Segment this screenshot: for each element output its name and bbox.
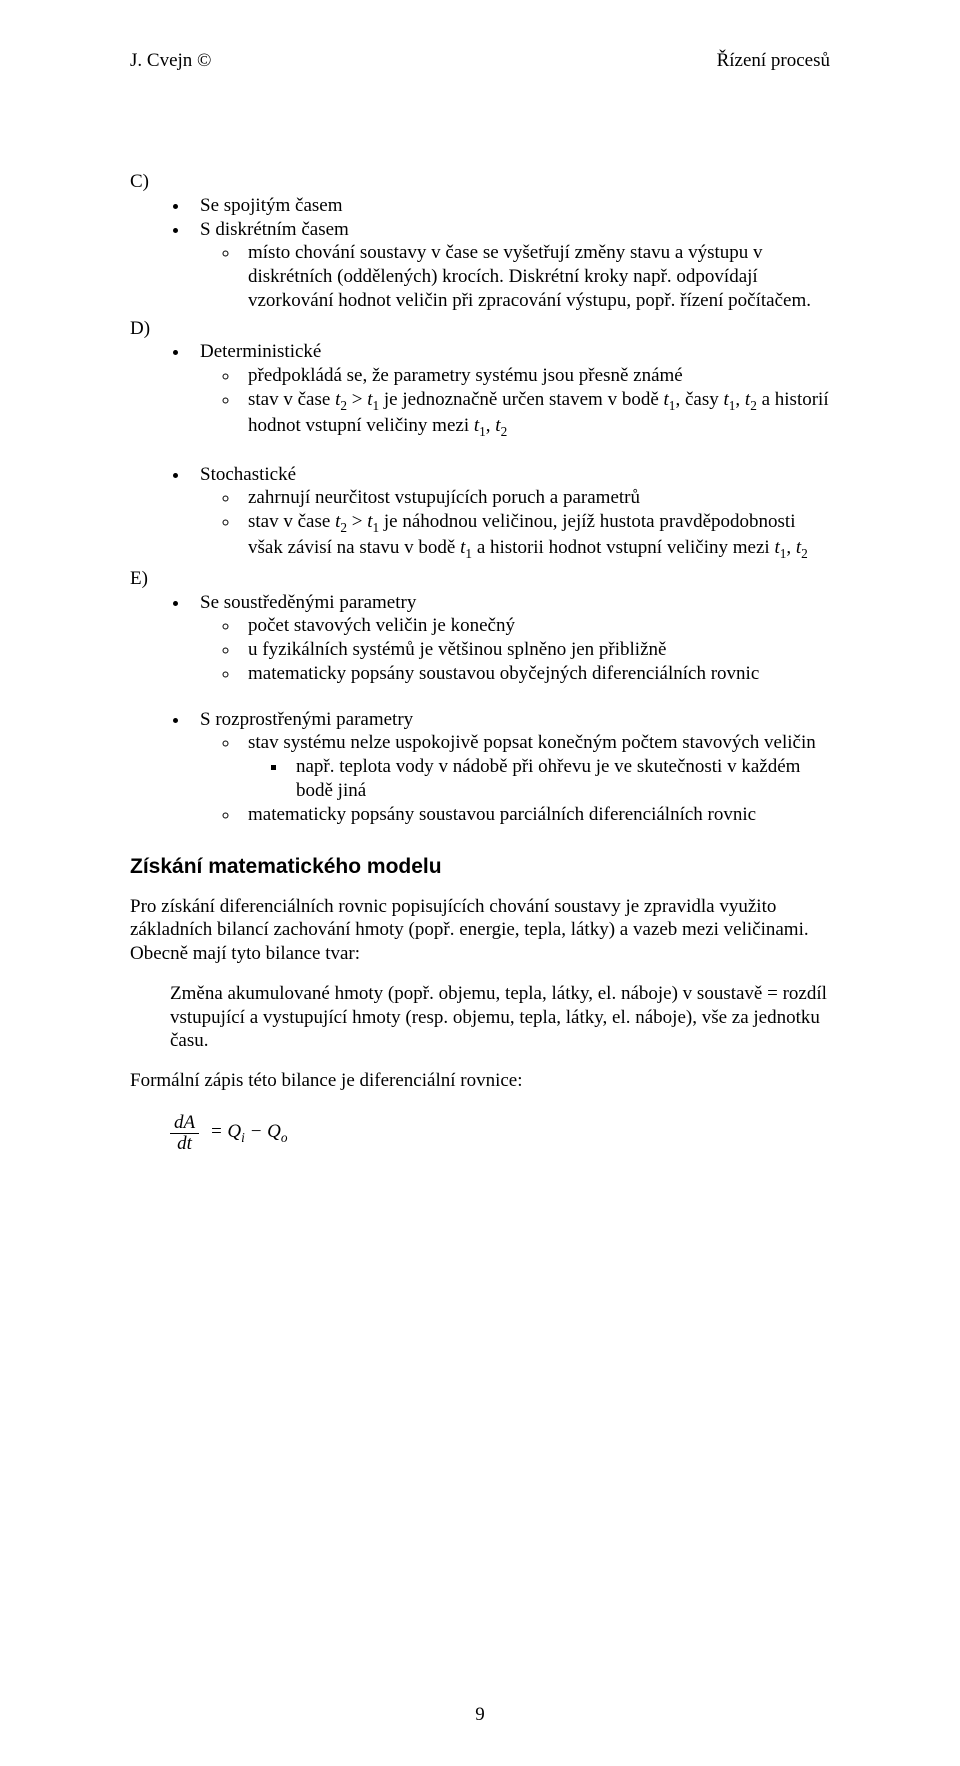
text: Se spojitým časem bbox=[200, 195, 342, 216]
list-item: předpokládá se, že parametry systému jso… bbox=[240, 364, 830, 388]
paragraph: Pro získání diferenciálních rovnic popis… bbox=[130, 895, 830, 966]
list-item: místo chování soustavy v čase se vyšetřu… bbox=[240, 241, 830, 312]
text: matematicky popsány soustavou parciálníc… bbox=[248, 804, 756, 825]
text: Se soustředěnými parametry bbox=[200, 592, 416, 613]
text: předpokládá se, že parametry systému jso… bbox=[248, 365, 683, 386]
text: Stochastické bbox=[200, 464, 296, 485]
section-c-label: C) bbox=[130, 170, 830, 194]
math-comma: , bbox=[486, 415, 496, 436]
math-sub: o bbox=[281, 1130, 288, 1145]
page: J. Cvejn © Řízení procesů C) Se spojitým… bbox=[0, 0, 960, 1766]
list-item: S diskrétním časem místo chování soustav… bbox=[190, 218, 830, 313]
math-sub: 1 bbox=[479, 424, 486, 439]
list-item: počet stavových veličin je konečný bbox=[240, 614, 830, 638]
math-comma: , bbox=[735, 389, 745, 410]
text-fragment: stav v čase bbox=[248, 389, 335, 410]
math-sub: 2 bbox=[340, 398, 347, 413]
sublist: místo chování soustavy v čase se vyšetřu… bbox=[200, 241, 830, 312]
math-sub: 2 bbox=[750, 398, 757, 413]
math-gt: > bbox=[347, 511, 367, 532]
section-c-list: Se spojitým časem S diskrétním časem mís… bbox=[130, 194, 830, 313]
paragraph-indented: Změna akumulované hmoty (popř. objemu, t… bbox=[170, 982, 830, 1053]
fraction-numerator: dA bbox=[170, 1113, 199, 1134]
text: u fyzikálních systémů je většinou splněn… bbox=[248, 639, 666, 660]
text: místo chování soustavy v čase se vyšetřu… bbox=[248, 242, 811, 311]
text: S diskrétním časem bbox=[200, 219, 349, 240]
text: matematicky popsány soustavou obyčejných… bbox=[248, 663, 759, 684]
sub-sublist: např. teplota vody v nádobě při ohřevu j… bbox=[248, 755, 830, 803]
section-e-list-dist: S rozprostřenými parametry stav systému … bbox=[130, 708, 830, 827]
differential-equation: dA dt = Qi − Qo bbox=[170, 1113, 830, 1154]
list-item: stav v čase t2 > t1 je jednoznačně určen… bbox=[240, 388, 830, 441]
paragraph: Formální zápis této bilance je diferenci… bbox=[130, 1069, 830, 1093]
math-sub: 2 bbox=[801, 546, 808, 561]
page-number: 9 bbox=[0, 1704, 960, 1726]
section-e-label: E) bbox=[130, 567, 830, 591]
section-d-list: Deterministické předpokládá se, že param… bbox=[130, 340, 830, 440]
math-comma: , bbox=[786, 537, 796, 558]
sublist: počet stavových veličin je konečný u fyz… bbox=[200, 614, 830, 685]
list-item: stav systému nelze uspokojivě popsat kon… bbox=[240, 731, 830, 802]
list-item: Stochastické zahrnují neurčitost vstupuj… bbox=[190, 463, 830, 563]
text: zahrnují neurčitost vstupujících poruch … bbox=[248, 487, 640, 508]
text: např. teplota vody v nádobě při ohřevu j… bbox=[296, 756, 800, 801]
list-item: stav v čase t2 > t1 je náhodnou veličino… bbox=[240, 510, 830, 563]
header-left: J. Cvejn © bbox=[130, 50, 211, 72]
sublist: stav systému nelze uspokojivě popsat kon… bbox=[200, 731, 830, 826]
list-item: zahrnují neurčitost vstupujících poruch … bbox=[240, 486, 830, 510]
text-fragment: , časy bbox=[675, 389, 723, 410]
text: počet stavových veličin je konečný bbox=[248, 615, 515, 636]
text: stav systému nelze uspokojivě popsat kon… bbox=[248, 732, 816, 753]
text: S rozprostřenými parametry bbox=[200, 709, 413, 730]
text-fragment: stav v čase bbox=[248, 511, 335, 532]
list-item: Deterministické předpokládá se, že param… bbox=[190, 340, 830, 440]
list-item: u fyzikálních systémů je většinou splněn… bbox=[240, 638, 830, 662]
section-d-label: D) bbox=[130, 317, 830, 341]
text-fragment: = Q bbox=[210, 1121, 241, 1142]
text: Deterministické bbox=[200, 341, 321, 362]
fraction: dA dt bbox=[170, 1113, 199, 1154]
text-fragment: je jednoznačně určen stavem v bodě bbox=[379, 389, 663, 410]
body-content: C) Se spojitým časem S diskrétním časem … bbox=[130, 170, 830, 1154]
equation-rhs: = Qi − Qo bbox=[210, 1120, 288, 1146]
list-item: Se spojitým časem bbox=[190, 194, 830, 218]
fraction-denominator: dt bbox=[170, 1134, 199, 1154]
math-sub: 2 bbox=[340, 520, 347, 535]
list-item: S rozprostřenými parametry stav systému … bbox=[190, 708, 830, 827]
text-fragment: − Q bbox=[245, 1121, 281, 1142]
section-d-list-stoch: Stochastické zahrnují neurčitost vstupuj… bbox=[130, 463, 830, 563]
list-item: např. teplota vody v nádobě při ohřevu j… bbox=[288, 755, 830, 803]
text-fragment: a historii hodnot vstupní veličiny mezi bbox=[472, 537, 774, 558]
sublist: předpokládá se, že parametry systému jso… bbox=[200, 364, 830, 441]
math-gt: > bbox=[347, 389, 367, 410]
section-e-list: Se soustředěnými parametry počet stavový… bbox=[130, 591, 830, 686]
list-item: matematicky popsány soustavou parciálníc… bbox=[240, 803, 830, 827]
page-header: J. Cvejn © Řízení procesů bbox=[130, 50, 830, 72]
header-right: Řízení procesů bbox=[717, 50, 830, 72]
math-sub: 2 bbox=[501, 424, 508, 439]
list-item: Se soustředěnými parametry počet stavový… bbox=[190, 591, 830, 686]
list-item: matematicky popsány soustavou obyčejných… bbox=[240, 662, 830, 686]
sublist: zahrnují neurčitost vstupujících poruch … bbox=[200, 486, 830, 563]
model-heading: Získání matematického modelu bbox=[130, 854, 830, 880]
